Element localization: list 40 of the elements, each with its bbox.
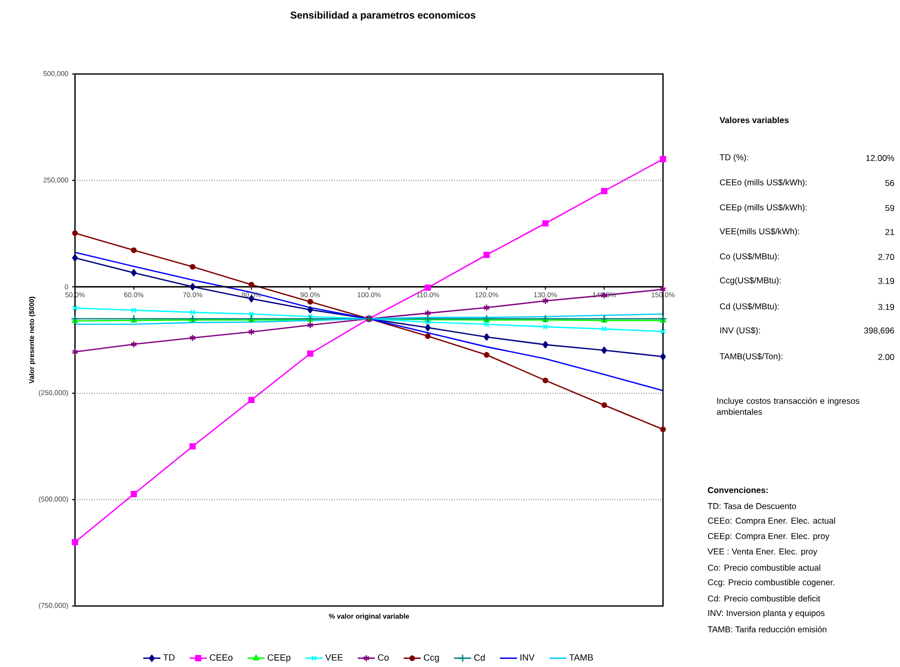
text: CEEp (mills US$/kWh):: [720, 204, 807, 212]
text: Cd: Precio combustible deficit: [708, 595, 820, 602]
text: INV: Inversion planta y equipos: [708, 610, 825, 618]
legend-label: Ccg: [424, 654, 439, 662]
text: Cd (US$/MBtu):: [720, 302, 779, 312]
text: 3.19: [878, 304, 894, 310]
text: 3.19: [878, 278, 894, 284]
text: 2.70: [878, 254, 894, 260]
text: INV (US$):: [720, 326, 760, 336]
text: 59: [885, 204, 894, 211]
text: Incluye costos transacción e ingresos ambientales: [716, 398, 860, 415]
legend-label: VEE: [325, 654, 343, 661]
text: TAMB(US$/Ton):: [720, 352, 782, 362]
text: 21: [885, 229, 894, 235]
legend-label: CEEo: [210, 654, 233, 661]
legend-label: TAMB: [569, 654, 593, 661]
text: TAMB: Tarifa reducción emisión: [708, 626, 826, 632]
text: CEEo: Compra Ener. Elec. actual: [708, 517, 835, 526]
text: VEE : Venta Ener. Elec. proy: [708, 548, 818, 556]
text: TD: Tasa de Descuento: [708, 502, 796, 510]
text: CEEp: Compra Ener. Elec. proy: [708, 532, 830, 541]
text: Valores variables: [720, 116, 789, 124]
text: 12.00%: [866, 154, 894, 161]
text: Convenciones:: [708, 486, 768, 494]
text: Ccg(US$/MBtu):: [720, 276, 781, 286]
text: Co (US$/MBtu):: [720, 252, 779, 262]
legend-label: Cd: [474, 654, 485, 661]
legend-label: INV: [520, 654, 535, 661]
text: Ccg: Precio combustible cogener.: [708, 579, 834, 587]
chart-title: Sensibilidad a parametros economicos: [290, 11, 476, 21]
text: CEEo (mills US$/kWh):: [720, 178, 807, 188]
text: 56: [885, 180, 894, 186]
legend-label: TD: [163, 654, 175, 661]
text: Co: Precio combustible actual: [708, 564, 820, 571]
text: TD (%):: [720, 154, 748, 162]
text: VEE(mills US$/kWh):: [720, 228, 800, 236]
text: 2.00: [878, 354, 894, 360]
text: 398,696: [864, 327, 894, 335]
legend-label: Co: [378, 654, 389, 661]
legend-label: CEEp: [268, 654, 290, 662]
